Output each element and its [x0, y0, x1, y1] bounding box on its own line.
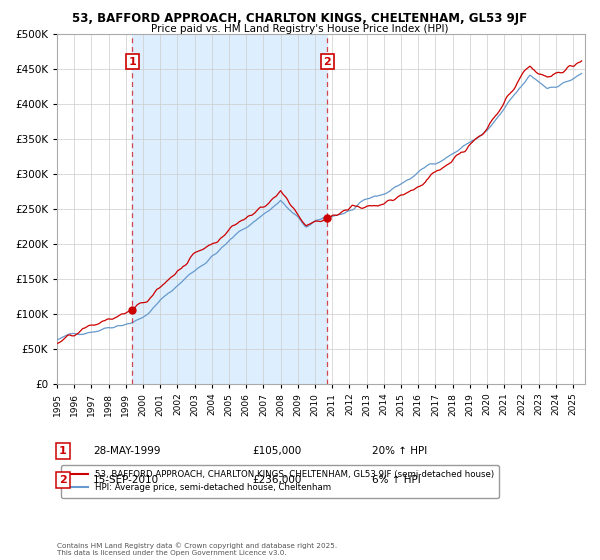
Text: 53, BAFFORD APPROACH, CHARLTON KINGS, CHELTENHAM, GL53 9JF: 53, BAFFORD APPROACH, CHARLTON KINGS, CH… — [73, 12, 527, 25]
Legend: 53, BAFFORD APPROACH, CHARLTON KINGS, CHELTENHAM, GL53 9JF (semi-detached house): 53, BAFFORD APPROACH, CHARLTON KINGS, CH… — [61, 465, 499, 497]
Text: 28-MAY-1999: 28-MAY-1999 — [93, 446, 161, 456]
Text: 6% ↑ HPI: 6% ↑ HPI — [372, 475, 421, 485]
Text: £105,000: £105,000 — [252, 446, 301, 456]
Text: Contains HM Land Registry data © Crown copyright and database right 2025.
This d: Contains HM Land Registry data © Crown c… — [57, 542, 337, 556]
Text: 20% ↑ HPI: 20% ↑ HPI — [372, 446, 427, 456]
Text: Price paid vs. HM Land Registry's House Price Index (HPI): Price paid vs. HM Land Registry's House … — [151, 24, 449, 34]
Bar — [133, 34, 327, 384]
Text: 15-SEP-2010: 15-SEP-2010 — [93, 475, 159, 485]
Text: 2: 2 — [59, 475, 67, 485]
Text: 2: 2 — [323, 57, 331, 67]
Text: £236,000: £236,000 — [252, 475, 301, 485]
Text: 1: 1 — [59, 446, 67, 456]
Text: 1: 1 — [128, 57, 136, 67]
